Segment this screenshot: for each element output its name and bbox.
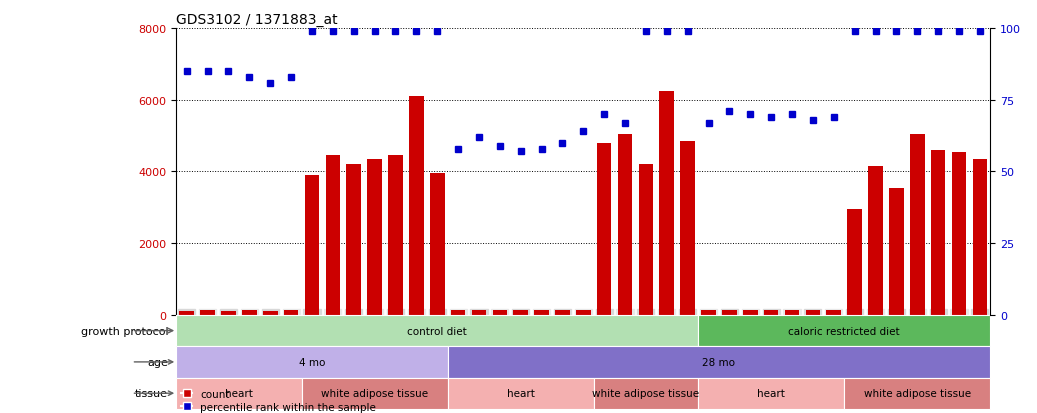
Text: heart: heart [507,388,535,398]
Bar [555,310,569,315]
Bar [639,165,653,315]
Bar [326,156,340,315]
Bar [785,310,800,315]
Bar [346,165,361,315]
Text: heart: heart [757,388,785,398]
Bar [388,156,402,315]
Bar [698,315,990,347]
Text: white adipose tissue: white adipose tissue [592,388,700,398]
Bar [868,167,882,315]
Bar [952,152,966,315]
Text: control diet: control diet [408,326,467,336]
Text: 28 mo: 28 mo [702,357,735,367]
Text: heart: heart [225,388,253,398]
Bar [409,97,424,315]
Bar [931,151,946,315]
Bar [221,311,235,315]
Bar [576,310,591,315]
Bar [910,135,925,315]
Bar [448,347,990,377]
Text: 4 mo: 4 mo [299,357,326,367]
Bar [305,176,319,315]
Bar [176,315,698,347]
Bar [534,310,549,315]
Text: white adipose tissue: white adipose tissue [864,388,971,398]
Bar [701,311,716,315]
Bar [493,310,507,315]
Bar [176,347,448,377]
Bar [472,311,486,315]
Text: age: age [147,357,168,367]
Text: tissue: tissue [135,388,168,398]
Bar [242,311,256,315]
Text: caloric restricted diet: caloric restricted diet [788,326,900,336]
Bar [430,174,445,315]
Bar [448,377,594,409]
Bar [176,377,302,409]
Bar [806,311,820,315]
Bar [742,310,758,315]
Bar [847,210,862,315]
Bar [889,188,903,315]
Bar [698,377,844,409]
Bar [302,377,448,409]
Bar [513,311,528,315]
Text: growth protocol: growth protocol [81,326,168,336]
Text: white adipose tissue: white adipose tissue [321,388,428,398]
Bar [594,377,698,409]
Bar [200,311,215,315]
Bar [722,311,736,315]
Bar [179,311,194,315]
Bar [973,159,987,315]
Bar [680,142,695,315]
Bar [826,310,841,315]
Text: GDS3102 / 1371883_at: GDS3102 / 1371883_at [176,12,338,26]
Bar [660,92,674,315]
Bar [618,135,633,315]
Bar [597,143,612,315]
Bar [263,311,278,315]
Bar [764,311,779,315]
Bar [451,310,466,315]
Bar [844,377,990,409]
Bar [367,159,382,315]
Legend: count, percentile rank within the sample: count, percentile rank within the sample [181,389,376,412]
Bar [284,311,299,315]
